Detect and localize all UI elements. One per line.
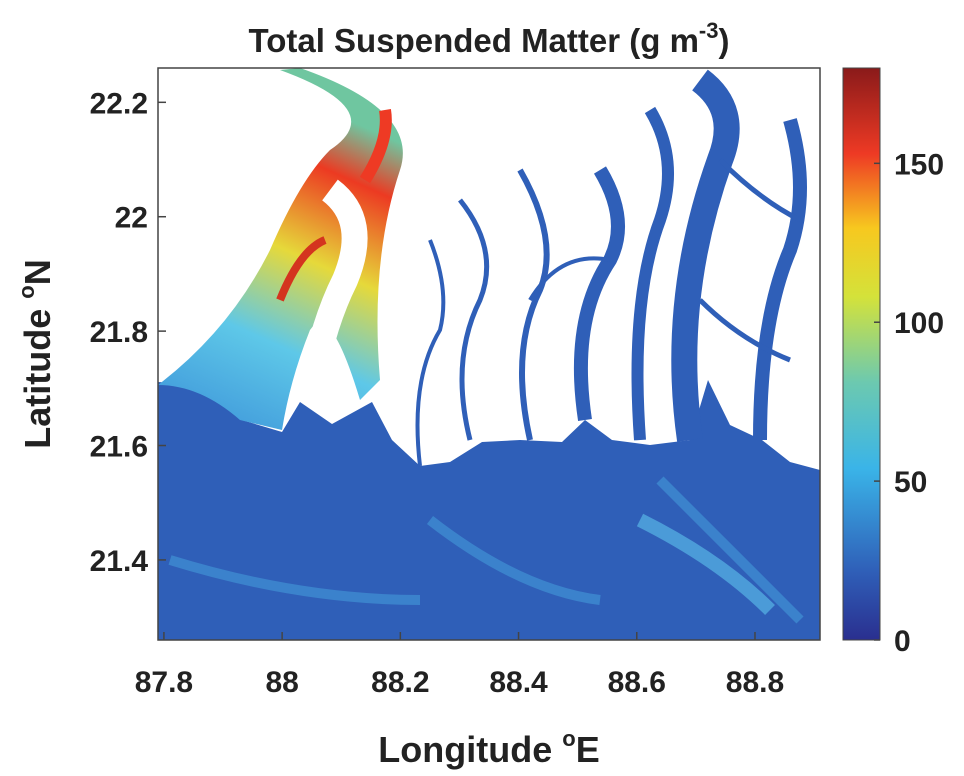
x-tick-label: 88 [265, 666, 298, 699]
x-tick-label: 88.6 [608, 666, 666, 699]
colorbar-tick-label: 150 [894, 148, 944, 181]
y-tick-label: 22.2 [90, 87, 148, 120]
x-tick-label: 88.8 [726, 666, 784, 699]
y-tick-label: 22 [115, 202, 148, 235]
y-tick-label: 21.4 [90, 545, 149, 578]
plot-frame [157, 67, 821, 641]
y-axis-label: Latitude oN [14, 259, 58, 448]
colorbar-tick-label: 0 [894, 625, 911, 658]
x-tick-label: 88.2 [371, 666, 429, 699]
x-tick-label: 88.4 [489, 666, 548, 699]
colorbar-tick-label: 100 [894, 307, 944, 340]
x-tick-label: 87.8 [135, 666, 193, 699]
colorbar-tick-label: 50 [894, 466, 927, 499]
map-image [158, 68, 820, 640]
y-tick-label: 21.8 [90, 316, 148, 349]
colorbar [842, 67, 881, 641]
y-tick-label: 21.6 [90, 431, 148, 464]
x-axis-label: Longitude oE [378, 726, 599, 770]
chart-title: Total Suspended Matter (g m-3) [249, 18, 730, 59]
